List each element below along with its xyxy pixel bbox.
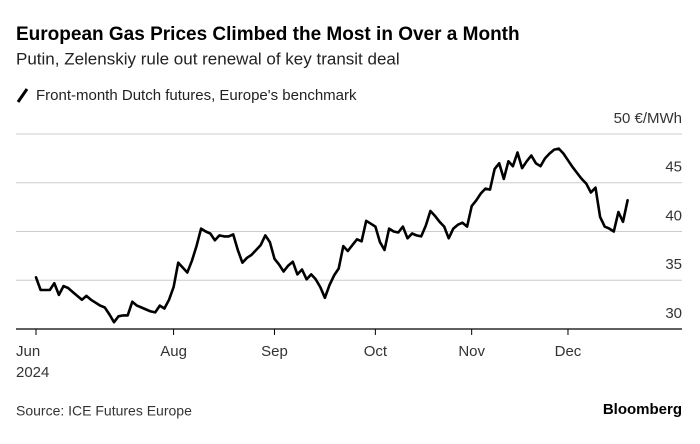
brand: Bloomberg [603, 401, 682, 418]
y-tick-label: 45 [665, 159, 682, 176]
legend-label: Front-month Dutch futures, Europe's benc… [36, 87, 357, 104]
x-year-label: 2024 [16, 364, 49, 381]
x-tick-label: Nov [458, 343, 485, 360]
legend-swatch [16, 88, 29, 103]
x-tick-label: Jun [16, 343, 40, 360]
y-tick-label: 35 [665, 256, 682, 273]
chart-subtitle: Putin, Zelenskiy rule out renewal of key… [16, 49, 400, 68]
source: Source: ICE Futures Europe [16, 403, 192, 419]
x-tick-label: Oct [364, 343, 388, 360]
chart-title: European Gas Prices Climbed the Most in … [16, 24, 520, 45]
x-tick-label: Dec [555, 343, 582, 360]
x-tick-label: Aug [160, 343, 187, 360]
y-tick-label: 30 [665, 305, 682, 322]
line [34, 147, 629, 324]
y-tick-label: 50 €/MWh [614, 110, 682, 127]
x-tick-label: Sep [261, 343, 288, 360]
y-tick-label: 40 [665, 207, 682, 224]
